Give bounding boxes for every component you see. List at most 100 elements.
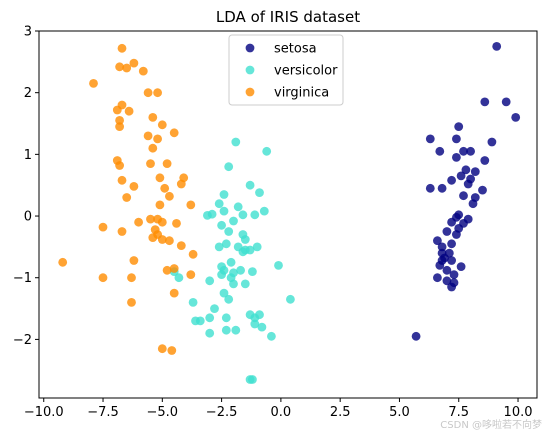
point-virginica-42 [148,233,158,243]
point-versicolor-36 [274,261,283,270]
point-virginica-54 [162,265,172,275]
point-versicolor-47 [205,313,215,323]
point-virginica-13 [157,120,167,130]
point-versicolor-41 [224,294,234,304]
point-setosa-45 [433,273,442,283]
point-setosa-0 [492,42,502,51]
legend-label-versicolor: versicolor [274,64,338,79]
point-setosa-34 [447,239,456,249]
x-tick-label: −2.5 [206,405,238,420]
point-setosa-24 [468,199,478,209]
point-versicolor-19 [221,239,231,249]
point-virginica-1 [129,58,139,68]
point-virginica-44 [165,236,174,246]
point-virginica-36 [157,217,167,227]
point-setosa-13 [461,165,471,175]
point-versicolor-5 [219,190,229,199]
point-virginica-21 [146,159,155,169]
point-virginica-45 [176,241,186,251]
point-virginica-50 [98,273,108,283]
x-tick-label: 2.5 [330,405,351,420]
point-setosa-15 [456,171,466,181]
point-virginica-9 [112,105,122,115]
point-virginica-51 [127,273,136,283]
data-points [58,42,521,384]
point-versicolor-52 [257,322,267,332]
point-virginica-5 [89,79,98,88]
point-virginica-32 [186,200,196,210]
point-setosa-21 [478,185,487,195]
point-versicolor-34 [174,273,184,283]
point-versicolor-51 [250,319,260,329]
point-virginica-11 [148,113,158,122]
point-versicolor-42 [188,298,198,307]
point-setosa-41 [435,261,445,270]
point-versicolor-11 [238,210,248,220]
point-setosa-6 [452,134,461,144]
point-setosa-35 [437,242,447,252]
point-setosa-1 [501,97,511,107]
point-virginica-16 [143,131,153,141]
point-versicolor-15 [217,220,227,230]
point-virginica-28 [160,183,170,193]
point-setosa-49 [411,331,421,341]
point-virginica-20 [115,161,124,170]
point-virginica-3 [122,63,132,73]
point-virginica-55 [157,344,167,354]
point-virginica-37 [172,219,181,228]
point-virginica-46 [188,249,198,259]
point-setosa-32 [452,230,461,239]
y-tick-label: 0 [24,210,32,225]
point-versicolor-43 [286,294,295,304]
point-versicolor-18 [240,235,250,244]
x-tick-label: −5.0 [147,405,179,420]
point-versicolor-13 [250,210,260,220]
point-versicolor-4 [255,188,264,198]
point-virginica-4 [138,66,148,76]
point-virginica-40 [98,222,108,232]
point-versicolor-3 [245,180,255,190]
point-versicolor-6 [214,199,224,209]
point-setosa-46 [442,276,452,286]
point-versicolor-16 [224,227,234,236]
point-versicolor-37 [205,276,215,286]
legend: setosa versicolor virginica [228,34,344,106]
y-axis: −2 −1 0 1 2 3 [13,25,39,348]
chart-title: LDA of IRIS dataset [216,8,360,26]
point-virginica-27 [129,182,139,191]
point-setosa-20 [437,183,447,193]
point-setosa-22 [459,191,468,201]
point-virginica-41 [117,227,127,236]
point-setosa-43 [442,265,452,275]
point-versicolor-44 [210,304,219,313]
point-virginica-23 [155,173,165,183]
point-setosa-8 [435,146,445,156]
point-setosa-7 [487,137,497,147]
point-setosa-18 [463,179,473,189]
point-virginica-57 [169,288,179,298]
point-setosa-14 [470,167,480,177]
point-versicolor-1 [262,146,272,156]
point-versicolor-56 [205,328,215,338]
point-virginica-33 [134,217,144,227]
point-versicolor-12 [203,211,212,220]
point-versicolor-38 [240,279,250,289]
point-setosa-42 [456,262,466,271]
x-tick-label: 0.0 [271,405,292,420]
axes-frame [38,30,538,399]
point-setosa-10 [466,146,475,156]
point-virginica-18 [148,143,158,153]
point-setosa-40 [447,256,456,265]
point-virginica-26 [176,179,186,189]
point-versicolor-32 [217,270,227,279]
point-setosa-44 [449,270,459,279]
point-setosa-4 [454,122,464,131]
point-versicolor-7 [233,202,243,212]
point-versicolor-8 [219,206,229,216]
point-versicolor-14 [229,216,238,226]
point-versicolor-48 [221,313,231,323]
point-versicolor-26 [226,257,236,267]
point-versicolor-59 [195,316,205,326]
point-virginica-10 [124,106,134,116]
point-virginica-14 [115,122,124,131]
